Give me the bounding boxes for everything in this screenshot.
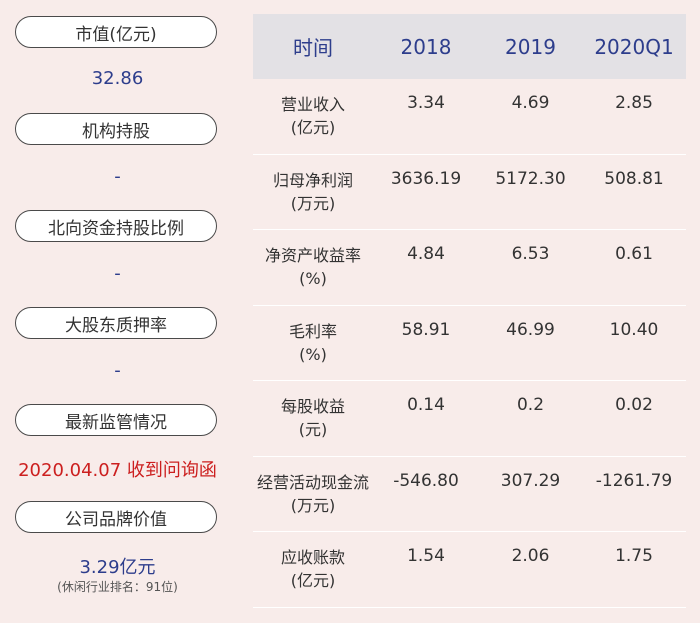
row-label-name: 应收账款 xyxy=(280,548,345,568)
cell: 0.02 xyxy=(615,395,653,416)
header-2019: 2019 xyxy=(505,34,556,59)
cell: 3636.19 xyxy=(390,168,462,189)
cell: 307.29 xyxy=(500,470,561,491)
cell: 1.54 xyxy=(407,546,445,567)
row-label-name: 毛利率 xyxy=(288,321,337,341)
table-row: 毛利率 (%) 58.91 46.99 10.40 xyxy=(253,306,686,381)
cell: 4.84 xyxy=(407,244,445,265)
financial-table: 时间 2018 2019 2020Q1 营业收入 (亿元) 3.34 4.69 … xyxy=(253,14,686,608)
regulatory-status-label: 最新监管情况 xyxy=(15,404,217,436)
regulatory-status-value: 2020.04.07 收到问询函 xyxy=(18,460,217,481)
row-label: 毛利率 (%) xyxy=(253,320,373,366)
brand-value-label: 公司品牌价值 xyxy=(15,501,217,533)
row-label-unit: (亿元) xyxy=(290,571,336,591)
table-row: 归母净利润 (万元) 3636.19 5172.30 508.81 xyxy=(253,155,686,230)
institutional-holding-label: 机构持股 xyxy=(15,113,217,145)
brand-value-value: 3.29亿元 xyxy=(79,557,156,578)
cell: 508.81 xyxy=(604,168,664,189)
row-label: 应收账款 (亿元) xyxy=(253,546,373,592)
row-label-unit: (%) xyxy=(299,344,327,364)
brand-rank-note: (休闲行业排名：91位) xyxy=(57,580,178,594)
cell: 0.2 xyxy=(516,395,545,416)
cell: 1.75 xyxy=(615,546,653,567)
header-period: 时间 xyxy=(293,36,333,60)
cell: 3.34 xyxy=(407,93,445,114)
pledge-rate-label: 大股东质押率 xyxy=(15,307,217,339)
row-label: 营业收入 (亿元) xyxy=(253,93,373,139)
row-label: 归母净利润 (万元) xyxy=(253,169,373,215)
institutional-holding-value: - xyxy=(114,166,121,187)
cell: 0.14 xyxy=(407,395,445,416)
table-row: 经营活动现金流 (万元) -546.80 307.29 -1261.79 xyxy=(253,457,686,532)
cell: -546.80 xyxy=(393,470,459,491)
cell: 2.85 xyxy=(615,93,653,114)
cell: 6.53 xyxy=(511,244,550,265)
table-row: 净资产收益率 (%) 4.84 6.53 0.61 xyxy=(253,230,686,306)
table-row: 应收账款 (亿元) 1.54 2.06 1.75 xyxy=(253,532,686,608)
cell: 46.99 xyxy=(506,319,555,340)
table-row: 营业收入 (亿元) 3.34 4.69 2.85 xyxy=(253,79,686,155)
row-label: 经营活动现金流 (万元) xyxy=(253,471,373,517)
row-label-unit: (万元) xyxy=(290,495,336,515)
pledge-rate-value: - xyxy=(114,360,121,381)
row-label-unit: (亿元) xyxy=(290,118,336,138)
row-label-name: 净资产收益率 xyxy=(264,246,361,266)
northbound-ratio-label: 北向资金持股比例 xyxy=(15,210,217,242)
cell: 0.61 xyxy=(615,244,653,265)
table-row: 每股收益 (元) 0.14 0.2 0.02 xyxy=(253,381,686,457)
row-label-name: 经营活动现金流 xyxy=(256,472,369,492)
left-panel: 市值(亿元) 32.86 机构持股 - 北向资金持股比例 - 大股东质押率 - … xyxy=(0,0,235,623)
table-header: 时间 2018 2019 2020Q1 xyxy=(253,14,686,79)
header-2018: 2018 xyxy=(400,34,452,59)
row-label-name: 每股收益 xyxy=(280,397,345,417)
cell: 58.91 xyxy=(401,319,451,340)
market-cap-value: 32.86 xyxy=(91,68,144,89)
header-2020q1: 2020Q1 xyxy=(594,34,674,59)
cell: 5172.30 xyxy=(495,168,566,189)
northbound-ratio-value: - xyxy=(114,263,121,284)
cell: 10.40 xyxy=(609,319,659,340)
cell: 2.06 xyxy=(511,546,550,567)
market-cap-label: 市值(亿元) xyxy=(15,16,217,48)
row-label-unit: (%) xyxy=(299,269,327,289)
row-label: 每股收益 (元) xyxy=(253,395,373,441)
cell: 4.69 xyxy=(511,93,550,114)
row-label: 净资产收益率 (%) xyxy=(253,244,373,290)
row-label-name: 营业收入 xyxy=(280,95,345,115)
row-label-name: 归母净利润 xyxy=(272,170,353,190)
row-label-unit: (元) xyxy=(298,420,328,440)
cell: -1261.79 xyxy=(595,470,673,491)
row-label-unit: (万元) xyxy=(290,193,336,213)
